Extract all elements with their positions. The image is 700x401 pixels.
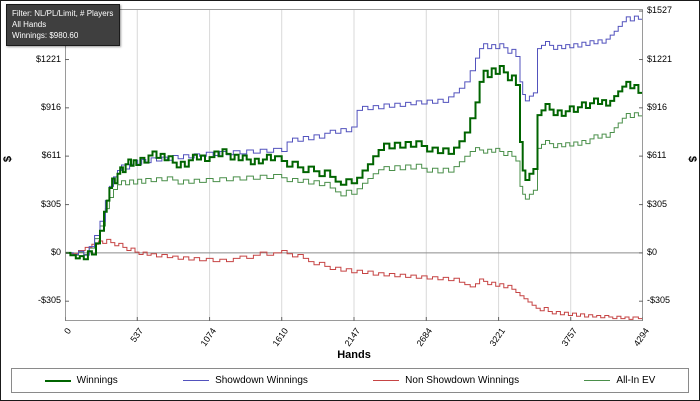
tooltip-winnings-line: Winnings: $980.60: [12, 31, 79, 40]
x-tick-label: 1610: [270, 326, 290, 349]
y-tick-label: $305: [40, 198, 61, 209]
y-tick-label: $916: [40, 101, 61, 112]
y-tick-label: -$305: [37, 295, 61, 306]
y-tick-label: $611: [41, 150, 61, 161]
x-tick-label: 2147: [342, 326, 363, 349]
plot-area: [65, 9, 643, 321]
legend-item-winnings: Winnings: [44, 375, 118, 386]
x-tick-label: 0: [62, 326, 74, 336]
tooltip-hands-line: All Hands: [12, 20, 47, 29]
legend-swatch-winnings: [44, 379, 71, 382]
x-tick-label: 1074: [198, 326, 218, 349]
legend-label-showdown-winnings: Showdown Winnings: [215, 375, 308, 386]
x-tick-label: 3757: [559, 326, 579, 349]
legend-item-non-showdown-winnings: Non Showdown Winnings: [373, 375, 519, 386]
y-tick-label: $305: [647, 198, 668, 209]
y-tick-label: $1527: [647, 5, 673, 16]
legend-label-winnings: Winnings: [76, 375, 118, 386]
series-winnings: [65, 65, 643, 261]
legend-item-showdown-winnings: Showdown Winnings: [183, 375, 308, 386]
legend-label-non-showdown-winnings: Non Showdown Winnings: [405, 375, 520, 386]
x-axis-label: Hands: [337, 349, 371, 361]
legend-item-all-in-ev: All-In EV: [584, 375, 655, 386]
x-tick-label: 3221: [487, 326, 507, 349]
legend-label-all-in-ev: All-In EV: [616, 375, 656, 386]
series-non-showdown-winnings: [65, 238, 643, 320]
legend: Winnings Showdown Winnings Non Showdown Wi…: [11, 368, 689, 393]
series-showdown-winnings: [65, 15, 643, 256]
series-all-in-ev: [65, 110, 643, 256]
x-tick-label: 537: [128, 326, 146, 345]
filter-tooltip: Filter: NL/PL/Limit, # Players All Hands…: [6, 4, 121, 46]
legend-swatch-all-in-ev: [584, 380, 611, 381]
y-tick-label: -$305: [647, 295, 671, 306]
legend-swatch-non-showdown-winnings: [373, 380, 400, 381]
y-tick-label: $1221: [647, 53, 673, 64]
legend-swatch-showdown-winnings: [183, 380, 210, 381]
y-tick-label: $611: [647, 150, 667, 161]
y-tick-label: $1221: [35, 53, 61, 64]
x-tick-label: 2684: [414, 326, 435, 349]
x-tick-label: 4294: [631, 326, 652, 349]
tooltip-filter-line: Filter: NL/PL/Limit, # Players: [12, 9, 114, 18]
y-tick-label: $0: [50, 246, 61, 257]
y-tick-label: $916: [647, 101, 668, 112]
y-tick-label: $0: [647, 246, 658, 257]
